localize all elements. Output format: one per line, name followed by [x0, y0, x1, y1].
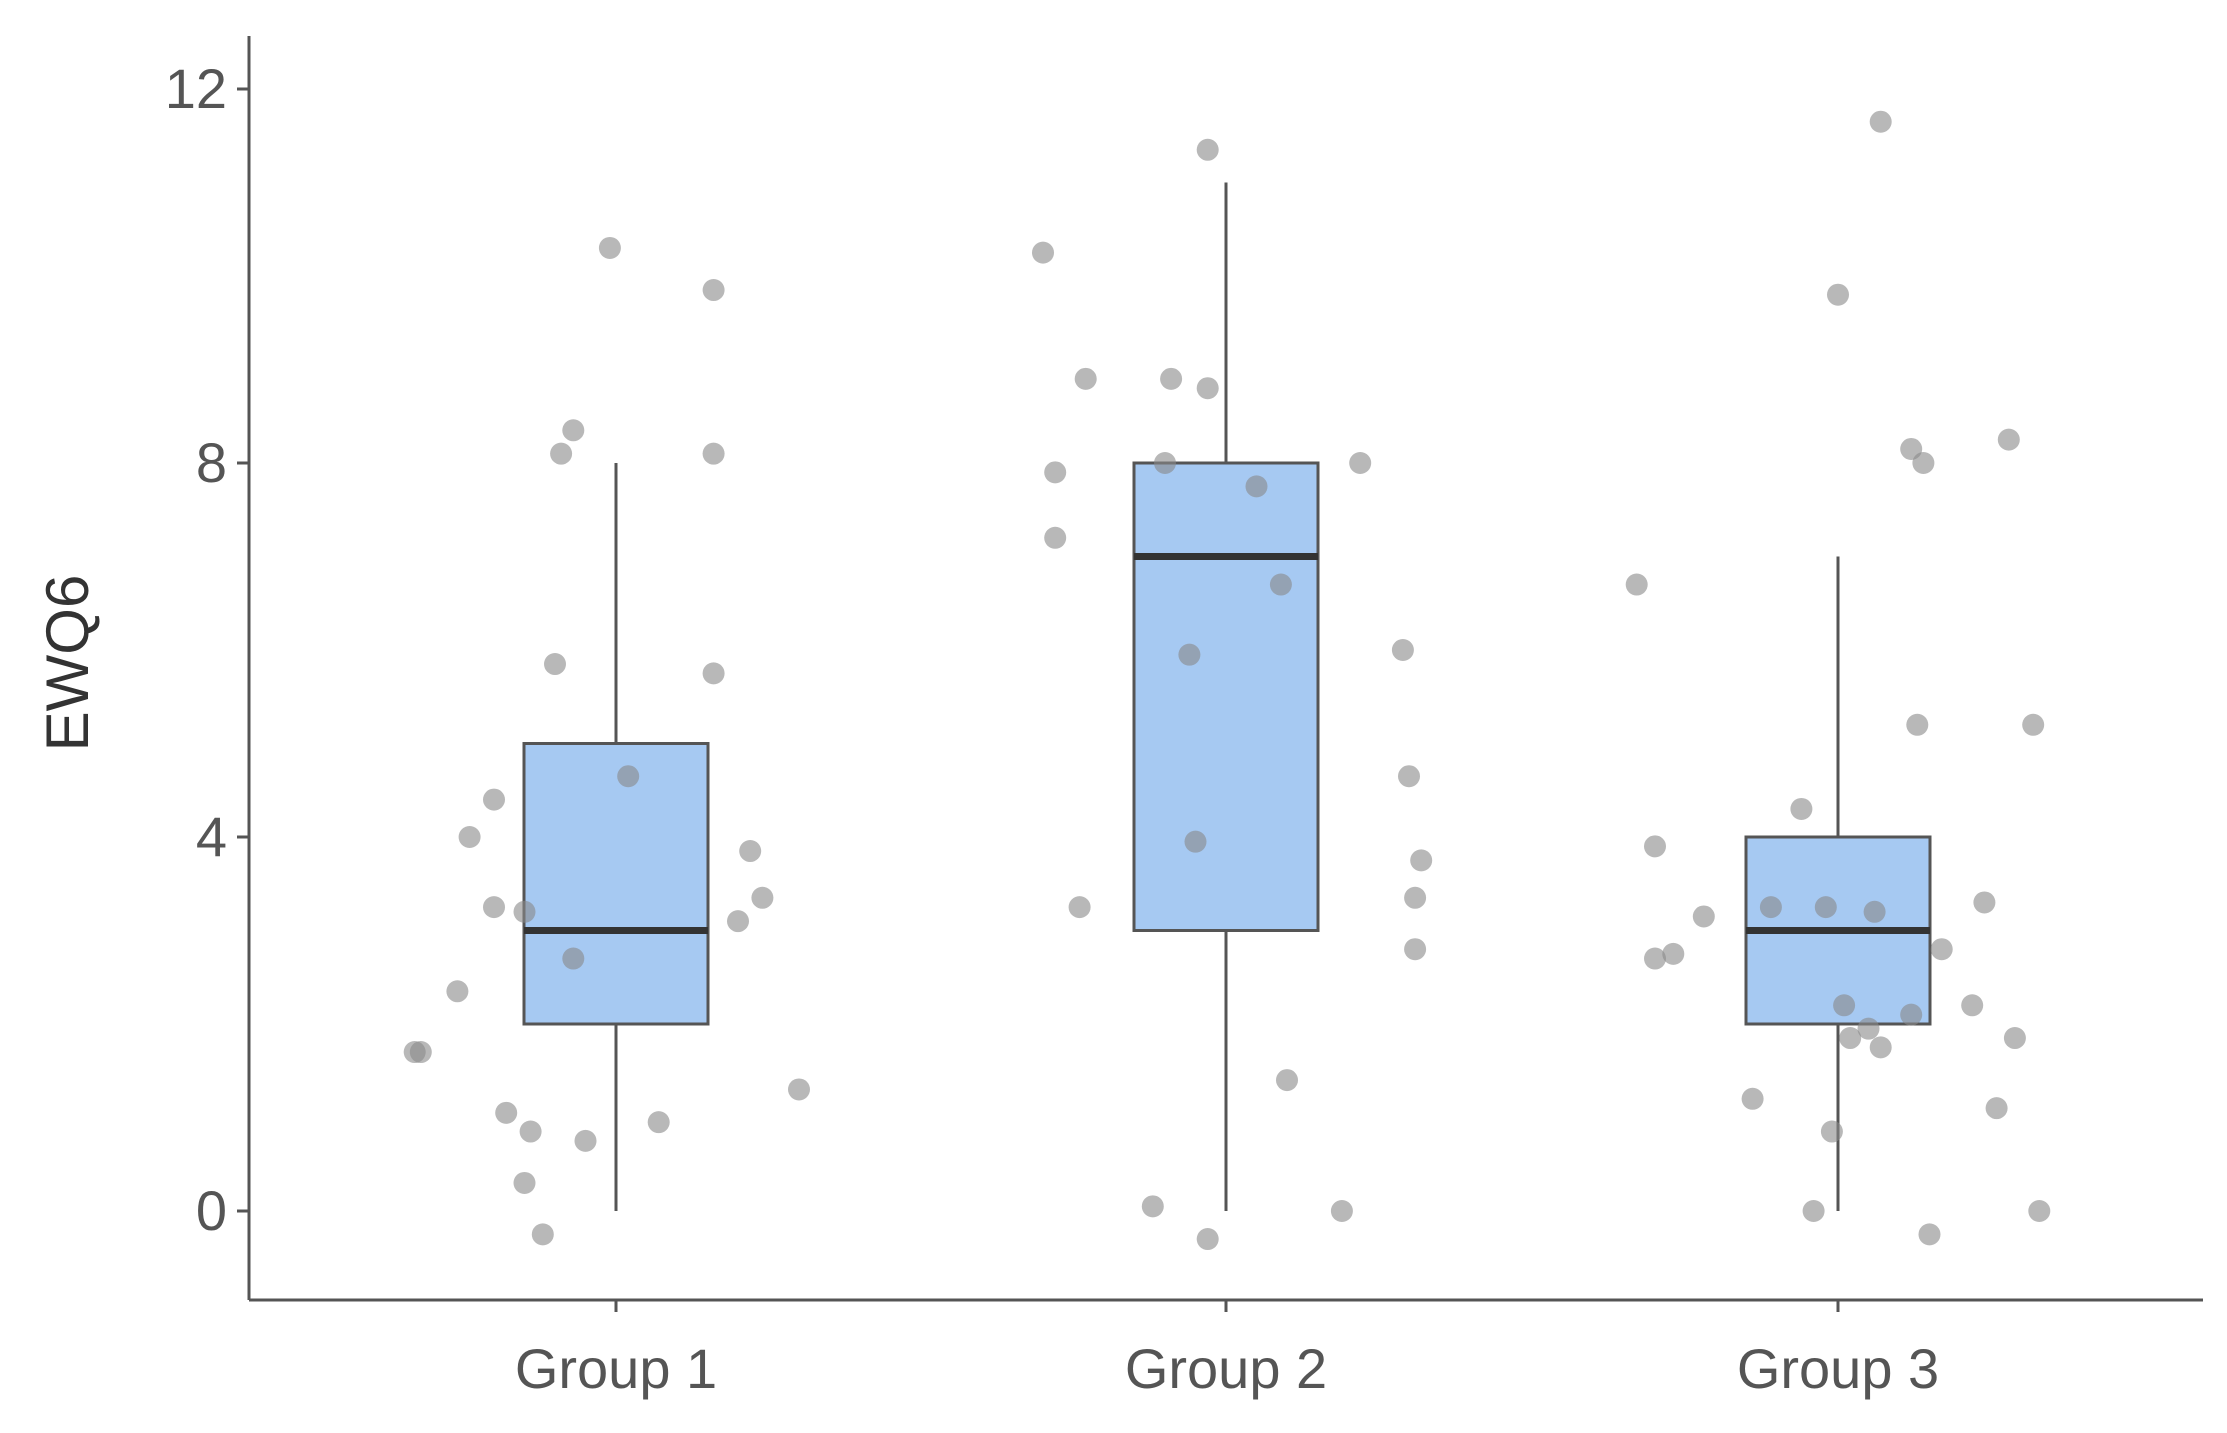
data-point: [1625, 573, 1648, 596]
data-point: [727, 910, 749, 933]
ticks-layer: 0 4 8 12 Group 1 Group 2 Group 3: [165, 57, 1939, 1400]
boxes-layer: [522, 461, 1932, 1026]
data-point: [1961, 994, 1984, 1017]
data-point: [1930, 938, 1953, 961]
data-point: [1330, 1200, 1353, 1222]
data-point: [598, 236, 621, 259]
data-point: [751, 886, 774, 909]
data-point: [2003, 1027, 2026, 1050]
data-point: [1349, 452, 1372, 474]
data-point: [1918, 1223, 1941, 1246]
data-point: [1404, 886, 1427, 909]
data-point: [1032, 241, 1054, 264]
data-point: [1741, 1087, 1764, 1110]
data-point: [1141, 1195, 1164, 1218]
data-point: [1044, 526, 1067, 549]
data-point: [1857, 1017, 1880, 1040]
data-point: [702, 662, 725, 685]
x-tick-label: Group 1: [515, 1337, 717, 1400]
y-axis-title: EWQ6: [34, 575, 101, 752]
data-point: [617, 765, 640, 788]
data-point: [531, 1223, 554, 1246]
data-point: [403, 1041, 426, 1064]
data-point: [1906, 713, 1929, 736]
data-point: [519, 1120, 542, 1143]
data-point: [562, 947, 585, 970]
data-point: [1973, 891, 1996, 914]
data-point: [483, 896, 505, 919]
data-point: [1759, 896, 1782, 919]
data-point: [1900, 1003, 1923, 1026]
data-point: [1404, 938, 1427, 961]
data-point: [495, 1101, 518, 1124]
y-tick-label: 0: [196, 1179, 227, 1242]
data-point: [1662, 942, 1685, 965]
y-tick-label: 8: [196, 431, 227, 494]
data-point: [1912, 452, 1935, 474]
data-point: [1196, 377, 1219, 400]
data-point: [2022, 713, 2045, 736]
data-point: [1178, 643, 1201, 666]
data-point: [1245, 475, 1268, 498]
x-tick-label: Group 3: [1737, 1337, 1939, 1400]
data-point: [1644, 835, 1666, 858]
data-point: [1790, 797, 1813, 820]
data-point: [1276, 1069, 1298, 1092]
data-point: [1184, 830, 1207, 853]
data-point: [1196, 138, 1219, 161]
data-point: [1985, 1097, 2008, 1120]
data-point: [702, 279, 725, 302]
data-point: [2028, 1200, 2051, 1222]
data-point: [702, 442, 725, 465]
data-point: [1074, 367, 1097, 390]
data-point: [1410, 849, 1433, 872]
points-layer: [403, 110, 2051, 1251]
data-point: [1196, 1228, 1219, 1251]
data-point: [1839, 1027, 1862, 1050]
data-point: [483, 788, 505, 811]
box-group-2: [1132, 461, 1320, 932]
data-point: [1863, 900, 1886, 923]
whiskers-layer: [614, 182, 1840, 1211]
data-point: [647, 1111, 670, 1134]
data-point: [1869, 1036, 1892, 1059]
data-point: [739, 840, 762, 863]
data-point: [446, 980, 469, 1003]
x-tick-label: Group 2: [1125, 1337, 1327, 1400]
data-point: [1398, 765, 1420, 788]
data-point: [1391, 639, 1414, 661]
data-point: [1820, 1120, 1843, 1143]
data-point: [1068, 896, 1091, 919]
data-point: [458, 826, 481, 848]
data-point: [544, 653, 566, 676]
data-point: [513, 1171, 536, 1194]
data-point: [1833, 994, 1856, 1017]
data-point: [1692, 905, 1715, 928]
data-point: [513, 900, 536, 923]
data-point: [1997, 428, 2020, 451]
data-point: [1869, 110, 1892, 133]
box-group-1: [522, 742, 710, 1026]
data-point: [1044, 461, 1067, 484]
data-point: [550, 442, 573, 465]
data-point: [1802, 1200, 1825, 1222]
data-point: [574, 1129, 597, 1152]
data-point: [562, 419, 585, 442]
data-point: [1160, 367, 1183, 390]
data-point: [1154, 452, 1176, 474]
y-tick-label: 4: [196, 805, 227, 868]
data-point: [1814, 896, 1837, 919]
y-tick-label: 12: [165, 57, 227, 120]
data-point: [1644, 947, 1666, 970]
data-point: [1827, 283, 1849, 306]
data-point: [788, 1078, 810, 1101]
data-point: [1269, 573, 1292, 596]
